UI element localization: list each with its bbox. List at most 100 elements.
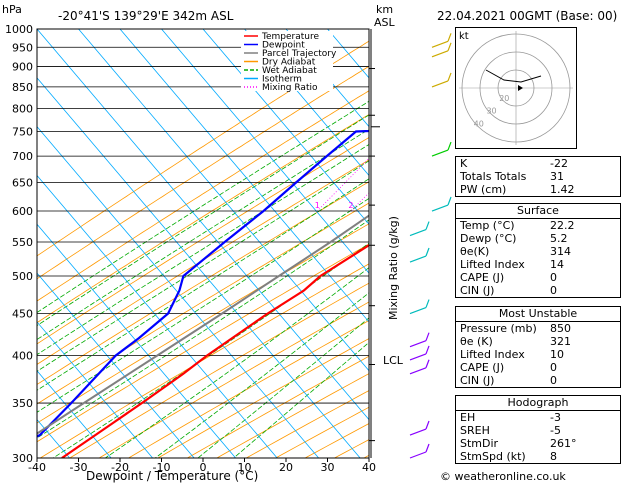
pressure-tick-label: 850 — [12, 81, 33, 94]
wet-adiabat-line — [104, 267, 369, 458]
skewt-chart: 12346810162025 3003504004505005506006507… — [5, 23, 460, 474]
wind-barb-flag — [447, 33, 452, 42]
panel-row: CAPE (J) 0 — [456, 361, 620, 374]
panel-row-key: CAPE (J) — [460, 361, 505, 374]
legend-label: Isotherm — [262, 75, 302, 85]
isotherm-line — [285, 29, 369, 128]
dry-adiabat-line — [37, 243, 369, 443]
dry-adiabats — [37, 40, 369, 458]
x-tick-label: 20 — [279, 461, 293, 474]
lcl-label: LCL — [383, 354, 403, 367]
panel-row-value: 0 — [550, 361, 557, 374]
panel-row: θe(K) 314 — [456, 245, 620, 258]
panel-row-value: 850 — [550, 322, 571, 335]
km-axis — [369, 29, 380, 458]
dry-adiabat-line — [37, 159, 369, 365]
isotherm-line — [161, 29, 369, 274]
wet-adiabat-line — [37, 178, 369, 391]
pressure-tick-label: 600 — [12, 205, 33, 218]
plot-frame — [36, 28, 370, 459]
pressure-tick-label: 950 — [12, 41, 33, 54]
legend-label: Dry Adiabat — [262, 58, 316, 68]
dry-adiabat-line — [274, 406, 369, 458]
dry-adiabat-line — [37, 114, 369, 324]
dry-adiabat-line — [37, 65, 369, 280]
hodograph-panel: Hodograph EH -3 SREH -5 StmDir 261° StmSpd (kt)… — [455, 395, 621, 464]
dry-adiabat-line — [304, 423, 369, 458]
dry-adiabat-line — [216, 373, 369, 458]
x-tick-label: -20 — [111, 461, 129, 474]
parcel-trajectory-line — [37, 214, 369, 435]
sounding-series — [37, 129, 369, 458]
legend-label: Mixing Ratio — [262, 83, 318, 93]
panel-row: Lifted Index 14 — [456, 258, 620, 271]
mixing-ratio-label: 4 — [384, 201, 389, 210]
dry-adiabat-line — [157, 338, 369, 458]
pressure-tick-label: 800 — [12, 103, 33, 116]
legend-label: Temperature — [261, 32, 319, 42]
panel-row-key: StmDir — [460, 437, 499, 450]
panel-row: Dewp (°C) 5.2 — [456, 232, 620, 245]
isotherm-line — [37, 126, 319, 458]
x-tick-label: 0 — [200, 461, 207, 474]
isotherm-line — [37, 321, 153, 458]
panel-row-key: K — [460, 157, 468, 170]
wind-barb — [431, 40, 449, 48]
mixing-ratio-line — [387, 29, 460, 211]
panel-row: PW (cm) 1.42 — [456, 183, 620, 196]
panel-row-key: Pressure (mb) — [460, 322, 537, 335]
pressure-tick-label: 500 — [12, 270, 33, 283]
x-tick-label: 40 — [362, 461, 376, 474]
pressure-tick-label: 900 — [12, 61, 33, 74]
panel-row-value: -22 — [550, 157, 568, 170]
isotherm-line — [37, 272, 195, 458]
hodograph-trace — [485, 69, 542, 83]
wind-barb-flag — [425, 420, 430, 430]
dry-adiabat-line — [37, 181, 369, 385]
asl-label: ASL — [374, 16, 395, 29]
location-title: -20°41'S 139°29'E 342m ASL — [58, 9, 234, 23]
footer-copyright: © weatheronline.co.uk — [440, 470, 566, 483]
dry-adiabat-line — [37, 223, 369, 424]
plot-border — [36, 28, 370, 459]
legend-label: Parcel Trajectory — [262, 49, 337, 59]
hodograph-ring-label: 30 — [486, 107, 496, 116]
isotherm-line — [119, 29, 369, 323]
panel-row-value: 314 — [550, 245, 571, 258]
datetime-title: 22.04.2021 00GMT (Base: 00) — [437, 9, 618, 23]
temperature-line — [61, 243, 369, 458]
mixing-ratio-lines: 12346810162025 — [315, 29, 460, 212]
wind-barb-flag — [447, 196, 452, 206]
wind-barb — [409, 255, 427, 263]
panel-row-key: Lifted Index — [460, 348, 525, 361]
x-tick-label: -40 — [28, 461, 46, 474]
x-tick-label: 10 — [238, 461, 252, 474]
panel-row-value: 261° — [550, 437, 577, 450]
wind-barb — [431, 204, 449, 212]
wet-adiabat-line — [37, 114, 369, 327]
isotherm-line — [37, 418, 70, 458]
panel-row-value: 31 — [550, 170, 564, 183]
panel-row: StmSpd (kt) 8 — [456, 450, 620, 463]
isotherms — [37, 29, 369, 458]
wet-adiabat-line — [154, 292, 369, 458]
pressure-tick-label: 350 — [12, 397, 33, 410]
wet-adiabat-line — [37, 160, 369, 372]
pressure-tick-label: 650 — [12, 176, 33, 189]
isotherm-line — [78, 29, 369, 372]
panel-row: Lifted Index 10 — [456, 348, 620, 361]
wet-adiabat-line — [233, 341, 369, 458]
isotherm-line — [368, 29, 369, 30]
mixing-ratio-line — [350, 192, 369, 212]
panel-row-value: 0 — [550, 284, 557, 297]
panel-row: CIN (J) 0 — [456, 284, 620, 297]
mixing-ratio-label: 8 — [423, 201, 428, 210]
pressure-tick-label: 450 — [12, 308, 33, 321]
most-unstable-panel: Most Unstable Pressure (mb) 850 θe (K) 321 Li… — [455, 306, 621, 388]
panel-row-key: SREH — [460, 424, 490, 437]
dry-adiabat-line — [69, 282, 369, 458]
mixing-ratio-label: 1 — [315, 201, 320, 210]
panel-row: SREH -5 — [456, 424, 620, 437]
wind-barb — [409, 229, 427, 237]
